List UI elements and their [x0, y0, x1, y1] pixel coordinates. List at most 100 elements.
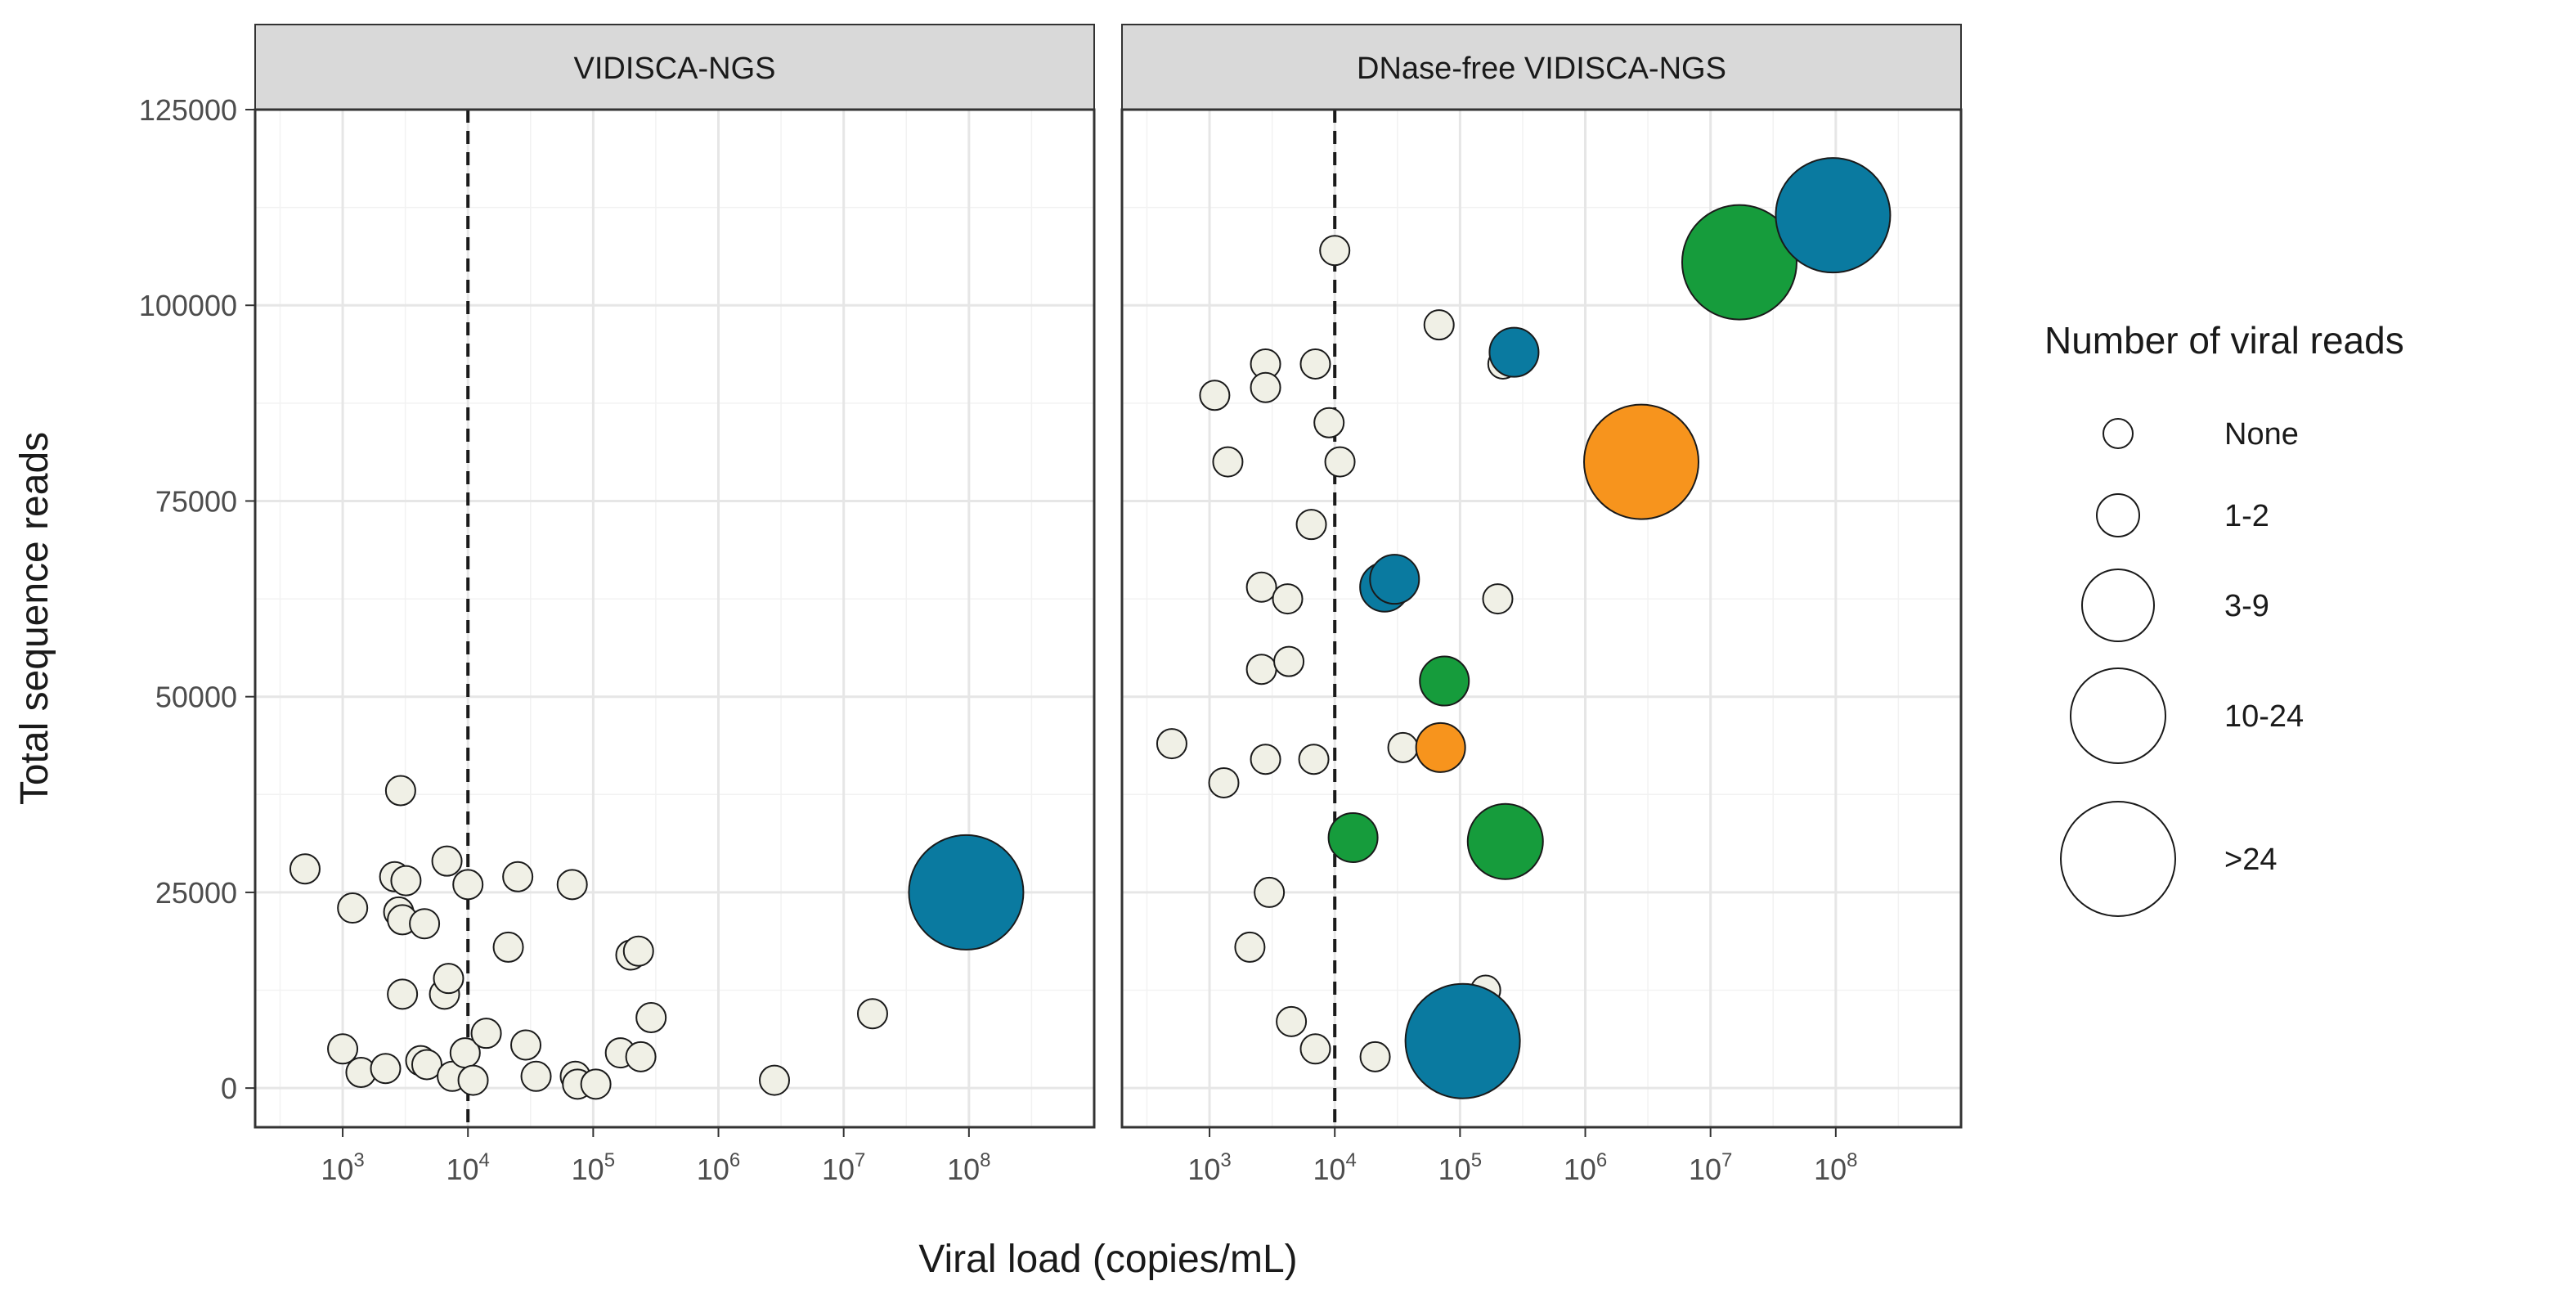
data-point: [370, 1053, 402, 1085]
legend-title: Number of viral reads: [2044, 319, 2404, 362]
legend-label-0: None: [2224, 417, 2299, 452]
legend-label-3: 10-24: [2224, 699, 2304, 734]
y-tick-label: 0: [221, 1072, 237, 1105]
y-axis: 0 25000 50000 75000 100000 125000: [139, 93, 255, 1105]
data-point: [1298, 744, 1330, 775]
legend-label-2: 3-9: [2224, 589, 2269, 623]
x-tick-label: 104: [447, 1149, 490, 1186]
facet-strip-1: [254, 24, 1095, 110]
x-tick-label: 106: [1564, 1149, 1607, 1186]
data-point: [635, 1002, 667, 1034]
data-point: [622, 935, 654, 967]
y-axis-title: Total sequence reads: [13, 432, 56, 805]
data-point: [1299, 1033, 1331, 1065]
data-point: [1319, 235, 1351, 267]
data-point: [1199, 380, 1231, 411]
points-2: [1156, 157, 1892, 1099]
data-point: [384, 775, 416, 807]
legend-label-1: 1-2: [2224, 499, 2269, 533]
data-point: [1276, 1005, 1308, 1037]
data-point: [433, 963, 464, 995]
data-point: [1775, 157, 1892, 274]
data-point: [1466, 802, 1544, 880]
data-point: [1299, 348, 1331, 380]
x-tick-label: 103: [1187, 1149, 1231, 1186]
x-axis-title: Viral load (copies/mL): [918, 1238, 1297, 1281]
data-point: [390, 865, 422, 897]
data-point: [1415, 721, 1466, 773]
data-point: [1488, 326, 1540, 378]
data-point: [1273, 645, 1305, 677]
panel-dnase-free: DNase-free VIDISCA-NGS 103 104 105 106 107 10…: [1120, 24, 1963, 1186]
y-tick-label: 50000: [155, 681, 237, 714]
data-point: [1156, 728, 1187, 760]
data-point: [1295, 509, 1327, 541]
data-point: [387, 978, 419, 1010]
data-point: [510, 1029, 542, 1061]
data-point: [1254, 876, 1286, 908]
data-point: [431, 845, 463, 877]
data-point: [1387, 731, 1419, 763]
data-point: [1419, 655, 1470, 707]
x-axis-1: 103 104 105 106 107 108: [321, 1127, 991, 1186]
facet-title-2: DNase-free VIDISCA-NGS: [1357, 52, 1726, 86]
data-point: [1423, 309, 1455, 341]
x-tick-label: 104: [1313, 1149, 1357, 1186]
data-point: [457, 1064, 489, 1096]
data-point: [520, 1060, 552, 1092]
data-point: [1369, 554, 1420, 605]
x-tick-label: 107: [822, 1149, 865, 1186]
data-point: [411, 1049, 442, 1081]
y-tick-label: 125000: [139, 93, 237, 127]
data-point: [1250, 744, 1281, 775]
data-point: [1272, 583, 1304, 615]
x-tick-label: 108: [947, 1149, 990, 1186]
data-point: [502, 861, 534, 892]
data-point: [1681, 204, 1797, 321]
facet-strip-2: [1121, 24, 1962, 110]
y-tick-label: 100000: [139, 289, 237, 322]
legend: Number of viral reads None 1-2 3-9 10-24 >24: [2044, 319, 2404, 917]
data-point: [1482, 583, 1514, 615]
points-1: [289, 775, 1025, 1100]
data-point: [327, 1033, 359, 1065]
y-tick-label: 75000: [155, 484, 237, 518]
facet-title-1: VIDISCA-NGS: [573, 52, 775, 86]
data-point: [1250, 371, 1281, 403]
x-tick-label: 105: [1438, 1149, 1482, 1186]
data-point: [289, 853, 321, 885]
data-point: [1212, 446, 1244, 478]
data-point: [856, 998, 888, 1030]
legend-keys: None 1-2 3-9 10-24 >24: [2060, 417, 2304, 917]
legend-key-4: [2060, 801, 2176, 917]
data-point: [1245, 571, 1277, 603]
data-point: [1359, 1041, 1391, 1072]
data-point: [1324, 446, 1356, 478]
data-point: [1234, 931, 1266, 963]
x-tick-label: 106: [697, 1149, 740, 1186]
data-point: [409, 908, 441, 940]
data-point: [556, 869, 588, 901]
legend-key-1: [2096, 493, 2140, 537]
panel-border-1: [254, 108, 1096, 1129]
data-point: [759, 1064, 791, 1096]
x-tick-label: 105: [572, 1149, 615, 1186]
x-tick-label: 103: [321, 1149, 364, 1186]
data-point: [908, 834, 1025, 951]
data-point: [1583, 403, 1700, 520]
legend-key-3: [2070, 667, 2166, 764]
data-point: [1313, 407, 1345, 438]
legend-key-0: [2103, 418, 2134, 449]
legend-label-4: >24: [2224, 843, 2277, 877]
data-point: [1208, 766, 1240, 798]
data-point: [1245, 654, 1277, 685]
data-point: [337, 892, 369, 924]
panel-border-2: [1120, 108, 1963, 1129]
data-point: [1404, 982, 1521, 1099]
y-tick-label: 25000: [155, 876, 237, 910]
data-point: [470, 1018, 502, 1050]
data-point: [1327, 811, 1379, 863]
panel-vidisca-ngs: VIDISCA-NGS 103 104 105 106 107 108: [254, 24, 1096, 1186]
data-point: [625, 1041, 657, 1072]
